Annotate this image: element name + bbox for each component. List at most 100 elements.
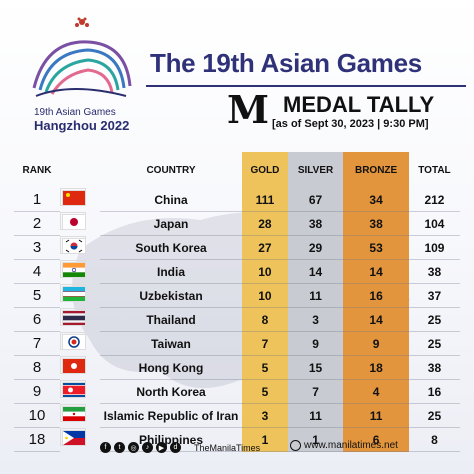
social-handle: TheManilaTimes (194, 443, 261, 453)
thailand-flag-icon (62, 310, 86, 326)
gold-cell: 10 (242, 284, 288, 308)
country-cell: Islamic Republic of Iran (100, 404, 242, 428)
table-row: 9 North Korea 5 7 4 16 (14, 380, 460, 404)
table-row: 7 Taiwan 7 9 9 25 (14, 332, 460, 356)
website-url: www.manilatimes.net (304, 440, 398, 451)
table-row: 3 South Korea 27 29 53 109 (14, 236, 460, 260)
south-korea-flag-icon (62, 238, 86, 254)
silver-cell: 11 (287, 404, 344, 428)
rank-cell: 2 (14, 212, 60, 236)
taiwan-flag-icon (62, 334, 86, 350)
gold-cell: 5 (242, 356, 288, 380)
table-row: 10 Islamic Republic of Iran 3 11 11 25 (14, 404, 460, 428)
as-of-timestamp: [as of Sept 30, 2023 | 9:30 PM] (272, 118, 429, 130)
india-flag-icon (62, 262, 86, 278)
table-row: 6 Thailand 8 3 14 25 (14, 308, 460, 332)
flag-cell (60, 236, 86, 254)
header: 19th Asian Games Hangzhou 2022 The 19th … (0, 0, 474, 145)
silver-cell: 29 (287, 236, 344, 260)
silver-cell: 15 (287, 356, 344, 380)
flag-cell (60, 212, 86, 230)
gold-cell: 10 (242, 260, 288, 284)
total-cell: 37 (408, 284, 460, 308)
footer: f t ◎ ♪ ▶ d TheManilaTimes www.manilatimes.ne… (0, 434, 474, 464)
gold-cell: 3 (242, 404, 288, 428)
bronze-cell: 34 (343, 188, 409, 212)
rank-cell: 3 (14, 236, 60, 260)
medal-tally-title: MEDAL TALLY (283, 92, 435, 117)
gold-cell: 111 (242, 188, 288, 212)
header-silver: SILVER (287, 152, 344, 188)
table-row: 1 China 111 67 34 212 (14, 188, 460, 212)
bronze-cell: 16 (343, 284, 409, 308)
country-cell: North Korea (100, 380, 242, 404)
silver-cell: 11 (287, 284, 344, 308)
country-cell: Thailand (100, 308, 242, 332)
dailymotion-icon[interactable]: d (170, 442, 181, 453)
manila-times-masthead-logo: M (227, 87, 270, 132)
twitter-icon[interactable]: t (114, 442, 125, 453)
bronze-cell: 38 (343, 212, 409, 236)
silver-cell: 3 (287, 308, 344, 332)
table-row: 8 Hong Kong 5 15 18 38 (14, 356, 460, 380)
china-flag-icon (62, 190, 86, 206)
country-cell: India (100, 260, 242, 284)
rank-cell: 6 (14, 308, 60, 332)
rank-cell: 1 (14, 188, 60, 212)
country-cell: South Korea (100, 236, 242, 260)
japan-flag-icon (62, 214, 86, 230)
page-title: The 19th Asian Games (150, 48, 422, 78)
philippines-flag-icon (62, 430, 86, 446)
table-row: 4 India 10 14 14 38 (14, 260, 460, 284)
table-header-row: RANK COUNTRY GOLD SILVER BRONZE TOTAL (14, 152, 460, 188)
bronze-cell: 53 (343, 236, 409, 260)
facebook-icon[interactable]: f (100, 442, 111, 453)
logo-caption: 19th Asian Games (34, 107, 116, 118)
tiktok-icon[interactable]: ♪ (142, 442, 153, 453)
rank-cell: 7 (14, 332, 60, 356)
total-cell: 16 (408, 380, 460, 404)
rank-cell: 8 (14, 356, 60, 380)
country-cell: China (100, 188, 242, 212)
uzbekistan-flag-icon (62, 286, 86, 302)
country-cell: Japan (100, 212, 242, 236)
iran-flag-icon (62, 406, 86, 422)
bronze-cell: 4 (343, 380, 409, 404)
total-cell: 38 (408, 260, 460, 284)
header-rank: RANK (22, 164, 52, 176)
website-link[interactable]: www.manilatimes.net (290, 440, 398, 451)
total-cell: 212 (408, 188, 460, 212)
youtube-icon[interactable]: ▶ (156, 442, 167, 453)
silver-cell: 38 (287, 212, 344, 236)
flag-cell (60, 284, 86, 302)
rank-cell: 18 (14, 428, 60, 452)
gold-cell: 27 (242, 236, 288, 260)
bronze-cell: 14 (343, 260, 409, 284)
header-total: TOTAL (418, 164, 451, 176)
flag-cell (60, 356, 86, 374)
flag-cell (60, 188, 86, 206)
header-bronze: BRONZE (343, 152, 409, 188)
north-korea-flag-icon (62, 382, 86, 398)
total-cell: 38 (408, 356, 460, 380)
header-country: COUNTRY (146, 164, 196, 176)
gold-cell: 7 (242, 332, 288, 356)
instagram-icon[interactable]: ◎ (128, 442, 139, 453)
header-gold: GOLD (242, 152, 288, 188)
hangzhou-2022-logo (32, 17, 132, 97)
silver-cell: 14 (287, 260, 344, 284)
total-cell: 25 (408, 332, 460, 356)
table-row: 2 Japan 28 38 38 104 (14, 212, 460, 236)
flag-cell (60, 308, 86, 326)
silver-cell: 7 (287, 380, 344, 404)
bronze-cell: 11 (343, 404, 409, 428)
silver-cell: 9 (287, 332, 344, 356)
flag-cell (60, 428, 86, 446)
gold-cell: 1 (242, 428, 288, 452)
total-cell: 104 (408, 212, 460, 236)
country-cell: Uzbekistan (100, 284, 242, 308)
country-cell: Hong Kong (100, 356, 242, 380)
total-cell: 8 (408, 428, 460, 452)
total-cell: 25 (408, 404, 460, 428)
globe-icon (290, 440, 301, 451)
